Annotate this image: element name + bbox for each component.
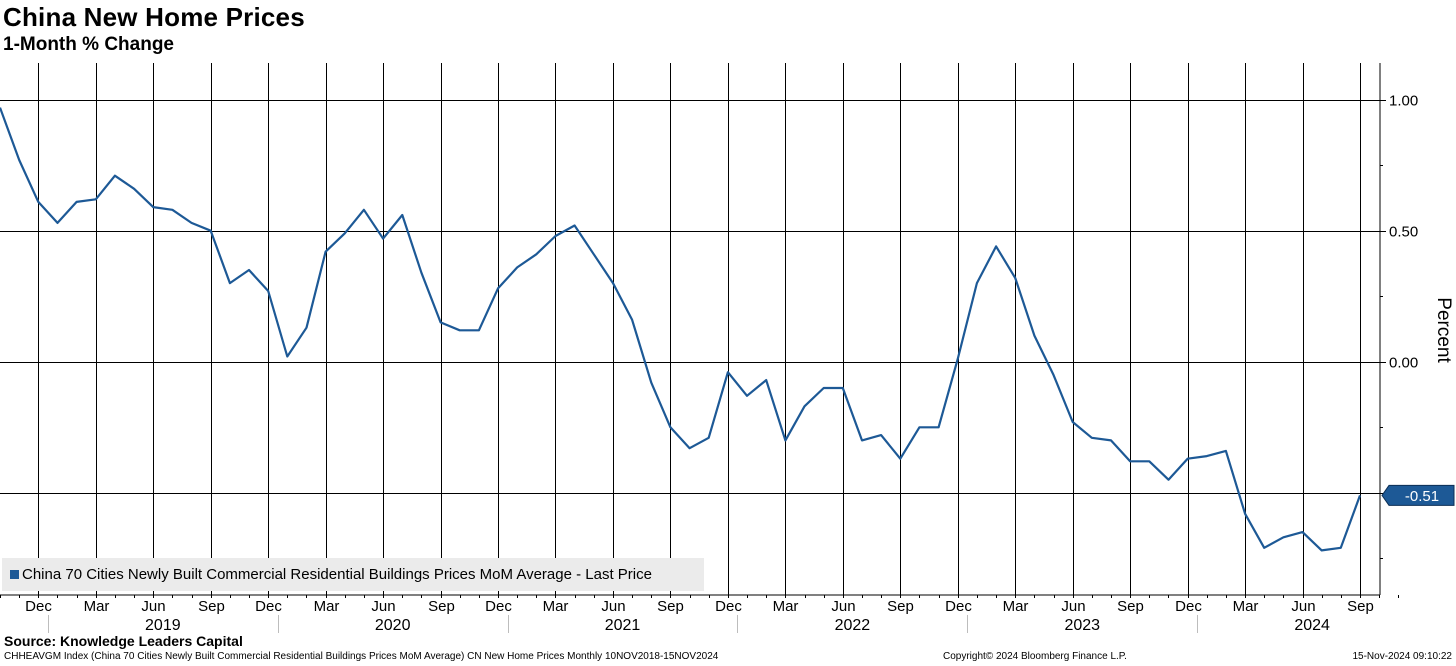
axis-layer: [0, 63, 1399, 633]
last-value-badge: [1381, 484, 1455, 506]
x-year-label: 2021: [605, 617, 641, 634]
x-tick-label: Dec: [715, 598, 742, 615]
x-tick-label: Mar: [1003, 598, 1029, 615]
x-year-label: 2022: [835, 617, 871, 634]
x-tick-label: Jun: [1061, 598, 1085, 615]
x-tick-label: Dec: [485, 598, 512, 615]
x-tick-label: Mar: [773, 598, 799, 615]
x-year-label: 2019: [145, 617, 181, 634]
timestamp: 15-Nov-2024 09:10:22: [1352, 651, 1452, 662]
copyright-note: Copyright© 2024 Bloomberg Finance L.P.: [943, 651, 1127, 662]
x-tick-label: Dec: [255, 598, 282, 615]
series-layer: [0, 107, 1362, 552]
x-year-label: 2020: [375, 617, 411, 634]
y-tick-label: 0.50: [1389, 224, 1418, 241]
legend: China 70 Cities Newly Built Commercial R…: [2, 558, 704, 591]
x-tick-label: Sep: [1117, 598, 1144, 615]
x-tick-label: Dec: [1175, 598, 1202, 615]
chart-title: China New Home Prices: [3, 2, 305, 32]
x-tick-label: Mar: [543, 598, 569, 615]
y-axis-title: Percent: [1433, 297, 1454, 363]
x-tick-label: Sep: [428, 598, 455, 615]
y-tick-label: 0.00: [1389, 355, 1418, 372]
x-tick-label: Sep: [1347, 598, 1374, 615]
label-layer: 1.00 0.50 0.00 Percent Dec Mar Jun Sep Dec Mar Jun…: [25, 93, 1455, 634]
x-tick-label: Mar: [1233, 598, 1259, 615]
x-tick-label: Jun: [601, 598, 625, 615]
x-tick-label: Mar: [314, 598, 340, 615]
x-tick-label: Jun: [831, 598, 855, 615]
x-tick-label: Sep: [657, 598, 684, 615]
last-value-label: -0.51: [1405, 488, 1439, 505]
x-tick-label: Sep: [887, 598, 914, 615]
x-tick-label: Dec: [945, 598, 972, 615]
x-year-label: 2024: [1294, 617, 1330, 634]
x-tick-label: Mar: [84, 598, 110, 615]
series-line: [0, 107, 1362, 552]
x-year-label: 2023: [1064, 617, 1100, 634]
x-tick-label: Jun: [1291, 598, 1315, 615]
grid-layer: [0, 63, 1380, 595]
source-note: Source: Knowledge Leaders Capital: [4, 633, 243, 649]
x-tick-label: Sep: [198, 598, 225, 615]
index-description: CHHEAVGM Index (China 70 Cities Newly Bu…: [4, 651, 719, 662]
legend-entry: China 70 Cities Newly Built Commercial R…: [22, 566, 652, 583]
legend-swatch: [10, 570, 19, 579]
x-tick-label: Jun: [141, 598, 165, 615]
x-tick-label: Dec: [25, 598, 52, 615]
x-tick-label: Jun: [371, 598, 395, 615]
chart-subtitle: 1-Month % Change: [3, 34, 174, 55]
y-tick-label: 1.00: [1389, 93, 1418, 110]
